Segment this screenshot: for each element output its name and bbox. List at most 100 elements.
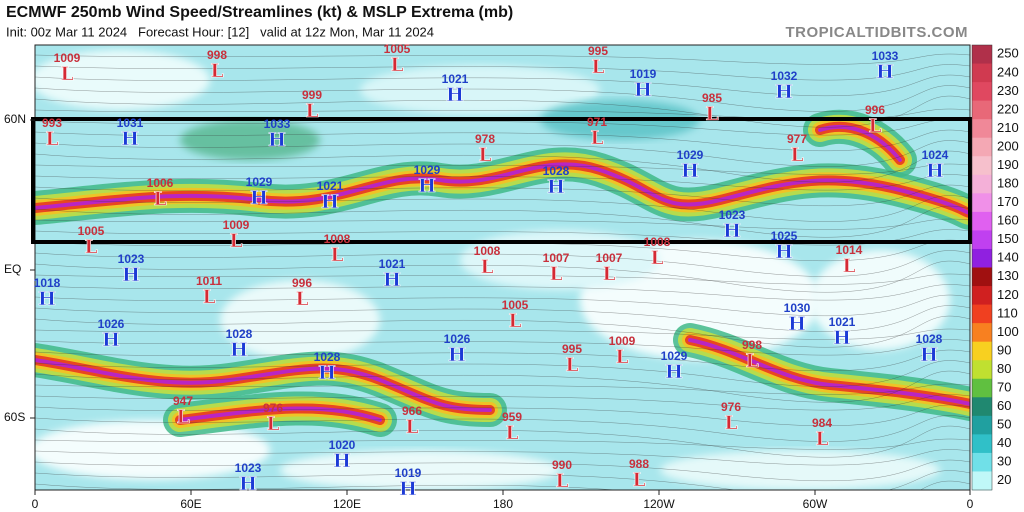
pressure-value: 1009 <box>609 334 636 348</box>
pressure-center: H <box>775 81 793 103</box>
pressure-center: H <box>121 128 139 150</box>
pressure-value: 993 <box>42 116 62 130</box>
pressure-center: L <box>615 346 628 368</box>
colorbar-label: 150 <box>997 231 1019 246</box>
pressure-value: 1024 <box>922 148 949 162</box>
colorbar-label: 170 <box>997 194 1019 209</box>
pressure-center: L <box>60 63 73 85</box>
colorbar-swatch <box>972 471 992 491</box>
pressure-center: L <box>480 256 493 278</box>
colorbar-swatch <box>972 82 992 102</box>
lat-label: 60N <box>4 112 26 126</box>
pressure-center: H <box>383 269 401 291</box>
pressure-value: 1006 <box>147 176 174 190</box>
pressure-value: 1025 <box>771 229 798 243</box>
colorbar-swatch <box>972 452 992 472</box>
colorbar-label: 60 <box>997 398 1011 413</box>
pressure-value: 977 <box>787 132 807 146</box>
pressure-value: 1020 <box>329 438 356 452</box>
pressure-value: 1033 <box>872 49 899 63</box>
pressure-value: 1008 <box>644 235 671 249</box>
pressure-center: L <box>390 54 403 76</box>
streamline <box>35 239 970 262</box>
streamline <box>35 294 970 317</box>
map-background <box>35 45 970 490</box>
colorbar-swatch <box>972 230 992 250</box>
pressure-value: 990 <box>552 458 572 472</box>
pressure-value: 1023 <box>719 208 746 222</box>
colorbar-label: 30 <box>997 454 1011 469</box>
pressure-value: 976 <box>263 401 283 415</box>
lon-label: 0 <box>967 497 974 511</box>
lat-label: EQ <box>4 262 21 276</box>
pressure-center: H <box>102 329 120 351</box>
colorbar-swatch <box>972 378 992 398</box>
pressure-center: H <box>448 344 466 366</box>
colorbar-label: 140 <box>997 250 1019 265</box>
streamline <box>35 438 970 450</box>
pressure-value: 1026 <box>444 332 471 346</box>
colorbar-label: 210 <box>997 120 1019 135</box>
pressure-value: 1021 <box>317 179 344 193</box>
pressure-value: 1014 <box>836 243 863 257</box>
colorbar-swatch <box>972 397 992 417</box>
pressure-value: 947 <box>173 394 193 408</box>
lon-label: 120W <box>643 497 675 511</box>
field-patch <box>460 230 660 290</box>
streamline <box>35 195 970 222</box>
colorbar-swatch <box>972 415 992 435</box>
pressure-center: L <box>650 247 663 269</box>
streamline <box>35 273 970 285</box>
streamline <box>35 394 970 411</box>
pressure-value: 1009 <box>54 51 81 65</box>
init-line: Init: 00z Mar 11 2024 Forecast Hour: [12… <box>6 24 434 39</box>
streamline <box>35 184 970 207</box>
pressure-center: L <box>790 144 803 166</box>
pressure-center: H <box>38 288 56 310</box>
pressure-value: 1021 <box>379 257 406 271</box>
colorbar-label: 240 <box>997 64 1019 79</box>
pressure-center: L <box>591 56 604 78</box>
lon-label: 120E <box>333 497 361 511</box>
colorbar-swatch <box>972 211 992 231</box>
streamline <box>35 470 970 490</box>
pressure-center: H <box>418 175 436 197</box>
pressure-center: H <box>230 339 248 361</box>
pressure-value: 959 <box>502 410 522 424</box>
pressure-value: 1021 <box>442 72 469 86</box>
jet-stream <box>688 338 970 406</box>
field-patch <box>660 450 940 490</box>
streamline <box>35 349 970 372</box>
colorbar-label: 220 <box>997 101 1019 116</box>
pressure-center: L <box>508 310 521 332</box>
pressure-center: L <box>229 230 242 252</box>
streamline <box>35 150 970 183</box>
pressure-center: L <box>505 422 518 444</box>
pressure-center: L <box>45 128 58 150</box>
pressure-center: H <box>833 327 851 349</box>
pressure-center: L <box>202 286 215 308</box>
field-patch <box>180 120 320 160</box>
field-patch <box>35 420 270 480</box>
pressure-center: L <box>266 413 279 435</box>
pressure-center: H <box>634 79 652 101</box>
colorbar-swatch <box>972 304 992 324</box>
field-patch <box>280 450 560 490</box>
pressure-center: H <box>250 187 268 209</box>
colorbar-label: 160 <box>997 213 1019 228</box>
pressure-value: 1029 <box>246 175 273 189</box>
pressure-value: 978 <box>475 132 495 146</box>
pressure-center: L <box>210 60 223 82</box>
colorbar-label: 70 <box>997 379 1011 394</box>
pressure-value: 1028 <box>543 164 570 178</box>
streamline <box>35 119 970 136</box>
pressure-value: 1032 <box>771 69 798 83</box>
pressure-value: 1031 <box>117 116 144 130</box>
colorbar-label: 250 <box>997 46 1019 61</box>
streamline <box>35 95 970 128</box>
pressure-value: 998 <box>742 338 762 352</box>
pressure-center: L <box>555 470 568 492</box>
pressure-center: L <box>305 100 318 122</box>
pressure-value: 1029 <box>661 349 688 363</box>
